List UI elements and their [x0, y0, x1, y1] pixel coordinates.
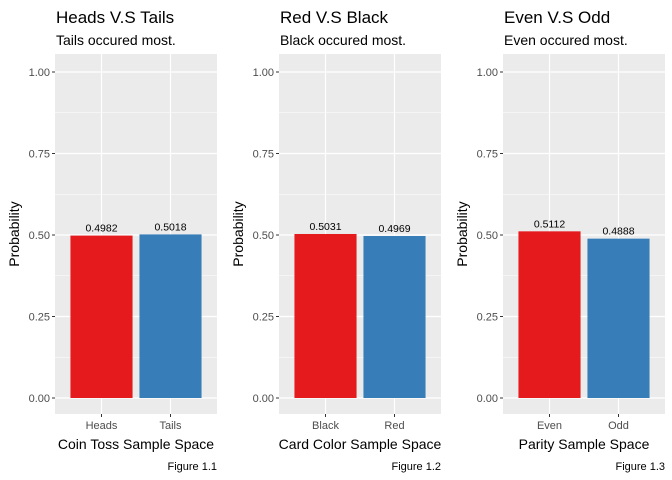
bar-black: [294, 233, 357, 398]
y-tick-label: 0.25: [29, 312, 50, 324]
y-tick-label: 0.00: [29, 393, 50, 405]
y-tick-label: 1.00: [253, 67, 274, 79]
x-axis-title: Card Color Sample Space: [279, 436, 442, 452]
chart-title: Heads V.S Tails: [56, 8, 174, 27]
bar-value-label: 0.4969: [378, 223, 410, 235]
bar-odd: [587, 238, 650, 398]
x-tick-label: Odd: [608, 420, 629, 432]
chart-subtitle: Even occured most.: [504, 32, 628, 48]
chart-subtitle: Tails occured most.: [56, 32, 176, 48]
figure-caption: Figure 1.2: [391, 461, 441, 473]
x-axis-title: Parity Sample Space: [519, 436, 650, 452]
bar-value-label: 0.5112: [534, 218, 565, 230]
x-tick-label: Red: [384, 420, 404, 432]
chart-subtitle: Black occured most.: [280, 32, 406, 48]
bar-red: [363, 236, 426, 398]
y-tick-label: 0.75: [29, 149, 50, 161]
chart-title: Even V.S Odd: [504, 8, 610, 27]
bar-value-label: 0.4982: [85, 223, 117, 235]
bar-value-label: 0.5018: [154, 221, 186, 233]
y-tick-label: 0.25: [253, 312, 274, 324]
figure-caption: Figure 1.3: [615, 461, 665, 473]
bar-tails: [139, 234, 202, 398]
bar-heads: [70, 235, 133, 398]
y-tick-label: 0.00: [253, 393, 274, 405]
bar-value-label: 0.4888: [602, 226, 634, 238]
figure-caption: Figure 1.1: [167, 461, 217, 473]
y-tick-label: 1.00: [477, 67, 498, 79]
y-tick-label: 0.50: [477, 230, 498, 242]
x-tick-label: Heads: [86, 420, 118, 432]
y-tick-label: 0.50: [253, 230, 274, 242]
y-tick-label: 0.75: [477, 149, 498, 161]
x-tick-label: Tails: [159, 420, 182, 432]
x-axis-title: Coin Toss Sample Space: [58, 436, 214, 452]
bar-even: [518, 231, 581, 398]
y-axis-title: Probability: [230, 201, 246, 266]
y-axis-title: Probability: [6, 201, 22, 266]
x-tick-label: Even: [537, 420, 562, 432]
x-tick-label: Black: [312, 420, 339, 432]
y-tick-label: 0.25: [477, 312, 498, 324]
y-axis-title: Probability: [454, 201, 470, 266]
bar-value-label: 0.5031: [309, 221, 341, 233]
y-tick-label: 0.00: [477, 393, 498, 405]
y-tick-label: 1.00: [29, 67, 50, 79]
chart-title: Red V.S Black: [280, 8, 389, 27]
y-tick-label: 0.75: [253, 149, 274, 161]
y-tick-label: 0.50: [29, 230, 50, 242]
